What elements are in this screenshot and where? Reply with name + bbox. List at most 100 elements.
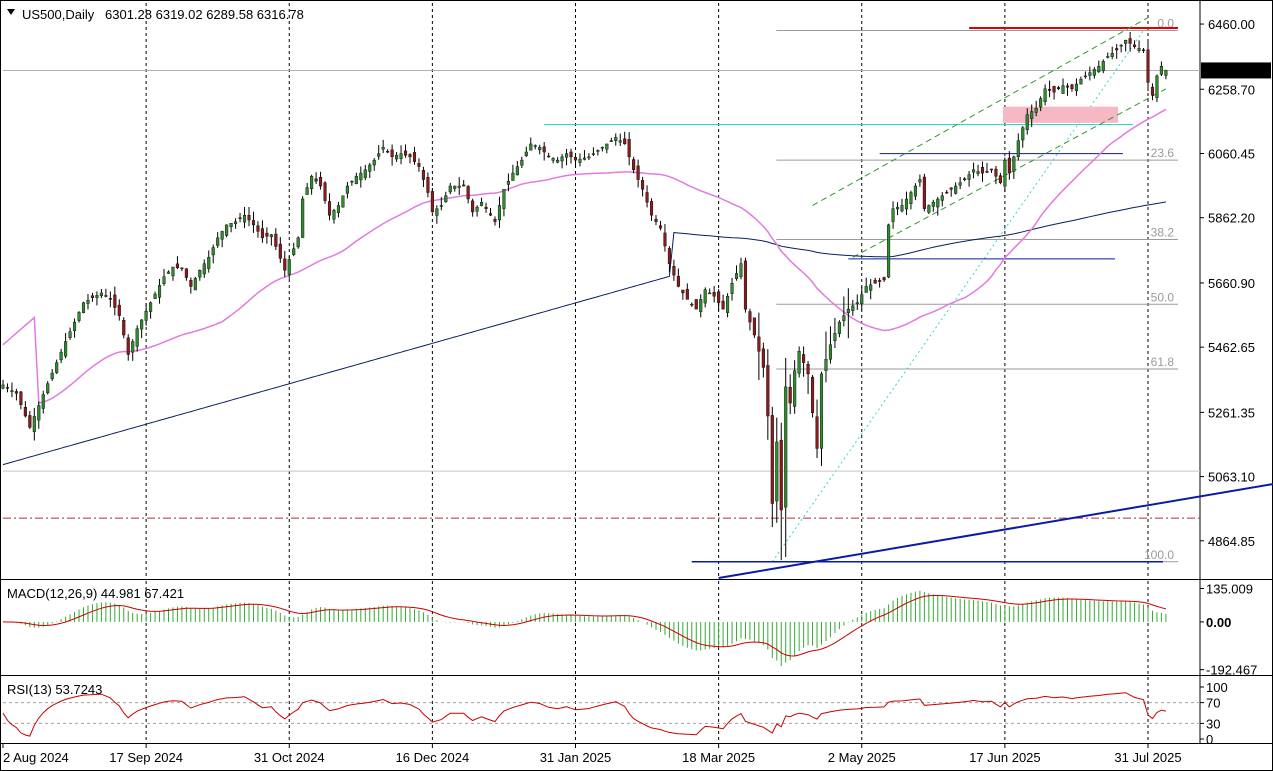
candle-bull xyxy=(211,247,215,256)
candle-bull xyxy=(269,234,273,238)
current-price-box xyxy=(1201,62,1271,79)
collapse-triangle-icon xyxy=(7,9,15,15)
rsi-tick-label: 70 xyxy=(1206,696,1220,711)
candle-bear xyxy=(667,248,671,264)
candle-bull xyxy=(931,202,935,207)
candle-bear xyxy=(390,149,394,158)
candle-bear xyxy=(654,218,658,222)
candle-bull xyxy=(73,321,77,332)
candle-bull xyxy=(1124,40,1128,44)
candle-bull xyxy=(198,270,202,278)
candle-bull xyxy=(1119,44,1123,47)
candle-bull xyxy=(927,205,931,213)
candle-bull xyxy=(819,373,824,449)
candle-bull xyxy=(77,312,81,321)
time-tick-label: 18 Mar 2025 xyxy=(682,750,755,765)
candle-bull xyxy=(918,179,922,183)
candle-bear xyxy=(5,387,10,389)
price-tick-label: 4864.85 xyxy=(1208,534,1255,549)
candle-bear xyxy=(247,214,251,221)
candle-bear xyxy=(462,184,466,187)
candle-bear xyxy=(676,275,680,287)
candle-bear xyxy=(998,175,1002,183)
macd-tick-label: 135.009 xyxy=(1206,581,1253,596)
candle-bull xyxy=(609,140,613,142)
candle-bear xyxy=(108,298,112,300)
candle-bear xyxy=(712,292,716,297)
candle-bear xyxy=(323,182,327,201)
candle-bull xyxy=(529,143,533,151)
time-tick-label: 31 Jul 2025 xyxy=(1114,750,1181,765)
candle-bear xyxy=(569,151,573,158)
candle-bear xyxy=(278,243,282,259)
candle-bull xyxy=(784,386,788,508)
candle-bull xyxy=(301,198,305,238)
candle-bull xyxy=(395,155,399,160)
candle-bull xyxy=(140,319,144,330)
candle-bear xyxy=(770,415,774,504)
candle-bear xyxy=(104,295,108,297)
candle-bull xyxy=(967,174,971,180)
candle-bull xyxy=(775,441,779,502)
candle-bull xyxy=(207,257,211,269)
candle-bull xyxy=(699,299,703,312)
candle-bull xyxy=(305,187,309,195)
candle-bull xyxy=(524,151,528,156)
candle-bear xyxy=(1146,49,1150,83)
candle-bull xyxy=(502,189,506,209)
candle-bull xyxy=(1039,98,1043,108)
candle-bull xyxy=(341,195,345,208)
time-tick-label: 2 May 2025 xyxy=(828,750,896,765)
candle-bear xyxy=(122,320,126,336)
candle-bull xyxy=(363,169,367,178)
candle-bear xyxy=(403,150,408,156)
candle-bull xyxy=(1164,70,1168,76)
candle-bull xyxy=(578,158,582,163)
candle-bear xyxy=(256,225,260,232)
candle-bull xyxy=(1074,83,1078,92)
candle-bear xyxy=(1133,44,1137,47)
candle-bull xyxy=(32,416,36,432)
candle-bear xyxy=(690,303,694,306)
candle-bull xyxy=(1,384,5,389)
candle-bull xyxy=(1030,111,1034,119)
rising-trendline xyxy=(718,483,1273,579)
candle-bull xyxy=(1025,114,1029,130)
candle-bull xyxy=(551,158,555,161)
candle-bear xyxy=(1007,157,1011,174)
candle-bear xyxy=(985,171,989,173)
candle-bear xyxy=(184,268,188,278)
candle-bull xyxy=(511,172,515,181)
candle-bull xyxy=(824,359,828,371)
candle-bull xyxy=(860,294,864,304)
candle-bear xyxy=(180,267,184,270)
time-tick-label: 31 Oct 2024 xyxy=(254,750,325,765)
candle-bear xyxy=(1141,49,1146,52)
candle-bull xyxy=(242,214,247,223)
candle-bull xyxy=(55,362,59,373)
candle-bull xyxy=(940,195,944,201)
candle-bear xyxy=(685,289,689,300)
candle-bull xyxy=(202,263,206,275)
candle-bear xyxy=(681,289,685,294)
candle-bull xyxy=(582,157,586,160)
candle-bull xyxy=(1159,65,1163,75)
candle-bear xyxy=(1065,85,1070,88)
candle-bear xyxy=(627,139,631,158)
candle-bull xyxy=(793,370,797,407)
candle-bull xyxy=(166,271,171,274)
candle-bull xyxy=(336,205,340,213)
candle-bull xyxy=(50,372,54,380)
candle-bull xyxy=(533,145,537,147)
candle-bear xyxy=(386,150,390,153)
candle-bear xyxy=(994,168,998,177)
candle-bull xyxy=(587,156,591,159)
candle-bear xyxy=(542,146,546,153)
candle-bear xyxy=(748,311,752,323)
candle-bear xyxy=(649,201,654,216)
candle-bear xyxy=(658,225,663,229)
candle-bear xyxy=(175,263,179,269)
fib-level-label: 38.2 xyxy=(1151,225,1175,239)
candle-bear xyxy=(238,217,242,219)
